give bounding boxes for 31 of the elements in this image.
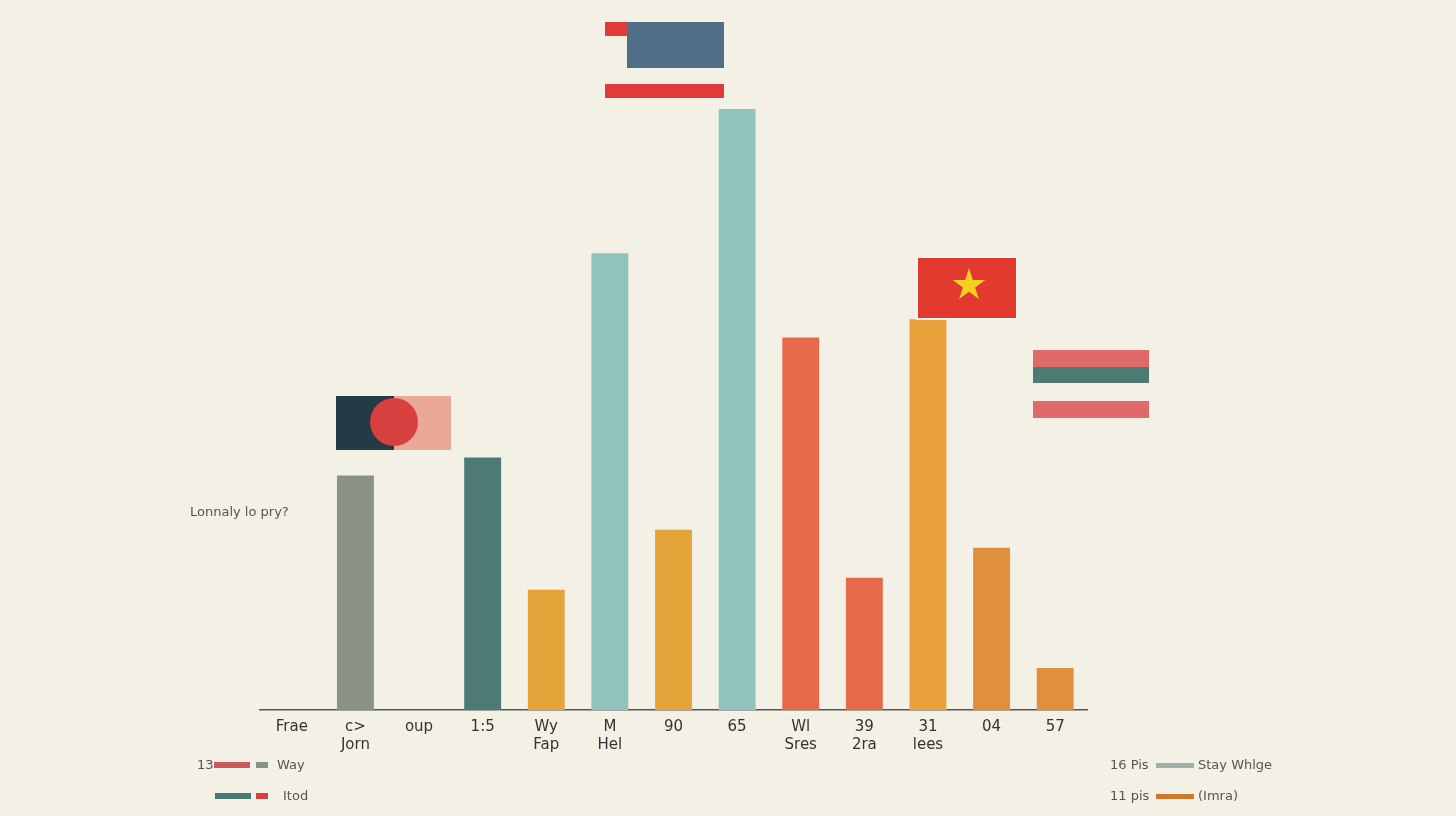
x-tick-label: oup [404, 716, 434, 735]
bar [655, 529, 692, 710]
text: Way [277, 757, 305, 772]
x-tick-label: Wy Fap [533, 716, 560, 753]
bar [782, 337, 820, 710]
text: (Imra) [1198, 788, 1238, 803]
x-tick-label: 04 [982, 716, 1002, 735]
bar [845, 577, 883, 710]
x-tick-label: c> Jorn [339, 716, 370, 753]
text: 11 pis [1110, 788, 1150, 803]
text: 16 Pis [1110, 757, 1149, 772]
bar [973, 547, 1011, 710]
bar [336, 475, 374, 710]
x-tick-label: 31 lees [912, 716, 944, 753]
x-tick-label: Frae [275, 716, 308, 735]
annotation: Lonnaly lo pry? [190, 504, 289, 519]
bar [718, 109, 756, 710]
bar [1036, 667, 1074, 710]
x-tick-label: M Hel [597, 716, 623, 753]
x-tick-label: 57 [1045, 716, 1065, 735]
x-tick-label: 65 [727, 716, 747, 735]
text: 13 [197, 757, 214, 772]
x-tick-label: Wl Sres [784, 716, 818, 753]
text: Stay Whlge [1198, 757, 1273, 772]
bar [591, 253, 629, 710]
bar [527, 589, 565, 710]
x-tick-label: 90 [663, 716, 684, 735]
x-tick-label: 39 2ra [851, 716, 877, 753]
bar [464, 457, 502, 710]
x-tick-label: 1:5 [470, 716, 495, 735]
text: Itod [283, 788, 309, 803]
